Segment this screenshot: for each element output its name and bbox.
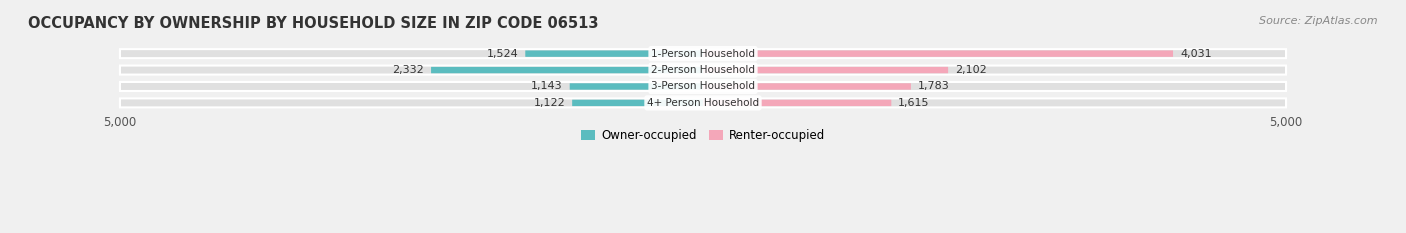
Text: 4+ Person Household: 4+ Person Household bbox=[647, 98, 759, 108]
FancyBboxPatch shape bbox=[572, 100, 703, 106]
FancyBboxPatch shape bbox=[120, 82, 1286, 91]
Text: 2,332: 2,332 bbox=[392, 65, 425, 75]
FancyBboxPatch shape bbox=[703, 83, 911, 90]
FancyBboxPatch shape bbox=[120, 98, 1286, 107]
FancyBboxPatch shape bbox=[569, 83, 703, 90]
FancyBboxPatch shape bbox=[703, 100, 891, 106]
Text: 3-Person Household: 3-Person Household bbox=[651, 82, 755, 92]
FancyBboxPatch shape bbox=[526, 50, 703, 57]
FancyBboxPatch shape bbox=[120, 49, 1286, 58]
FancyBboxPatch shape bbox=[703, 67, 948, 73]
FancyBboxPatch shape bbox=[432, 67, 703, 73]
Text: 1,143: 1,143 bbox=[531, 82, 562, 92]
Text: 1-Person Household: 1-Person Household bbox=[651, 49, 755, 59]
Text: 2,102: 2,102 bbox=[955, 65, 987, 75]
Text: 1,783: 1,783 bbox=[918, 82, 949, 92]
Text: 1,524: 1,524 bbox=[486, 49, 519, 59]
FancyBboxPatch shape bbox=[120, 65, 1286, 75]
Text: OCCUPANCY BY OWNERSHIP BY HOUSEHOLD SIZE IN ZIP CODE 06513: OCCUPANCY BY OWNERSHIP BY HOUSEHOLD SIZE… bbox=[28, 16, 599, 31]
Text: Source: ZipAtlas.com: Source: ZipAtlas.com bbox=[1260, 16, 1378, 26]
Text: 1,615: 1,615 bbox=[898, 98, 929, 108]
Text: 4,031: 4,031 bbox=[1180, 49, 1212, 59]
Text: 1,122: 1,122 bbox=[533, 98, 565, 108]
Text: 2-Person Household: 2-Person Household bbox=[651, 65, 755, 75]
Legend: Owner-occupied, Renter-occupied: Owner-occupied, Renter-occupied bbox=[576, 124, 830, 147]
FancyBboxPatch shape bbox=[703, 50, 1173, 57]
